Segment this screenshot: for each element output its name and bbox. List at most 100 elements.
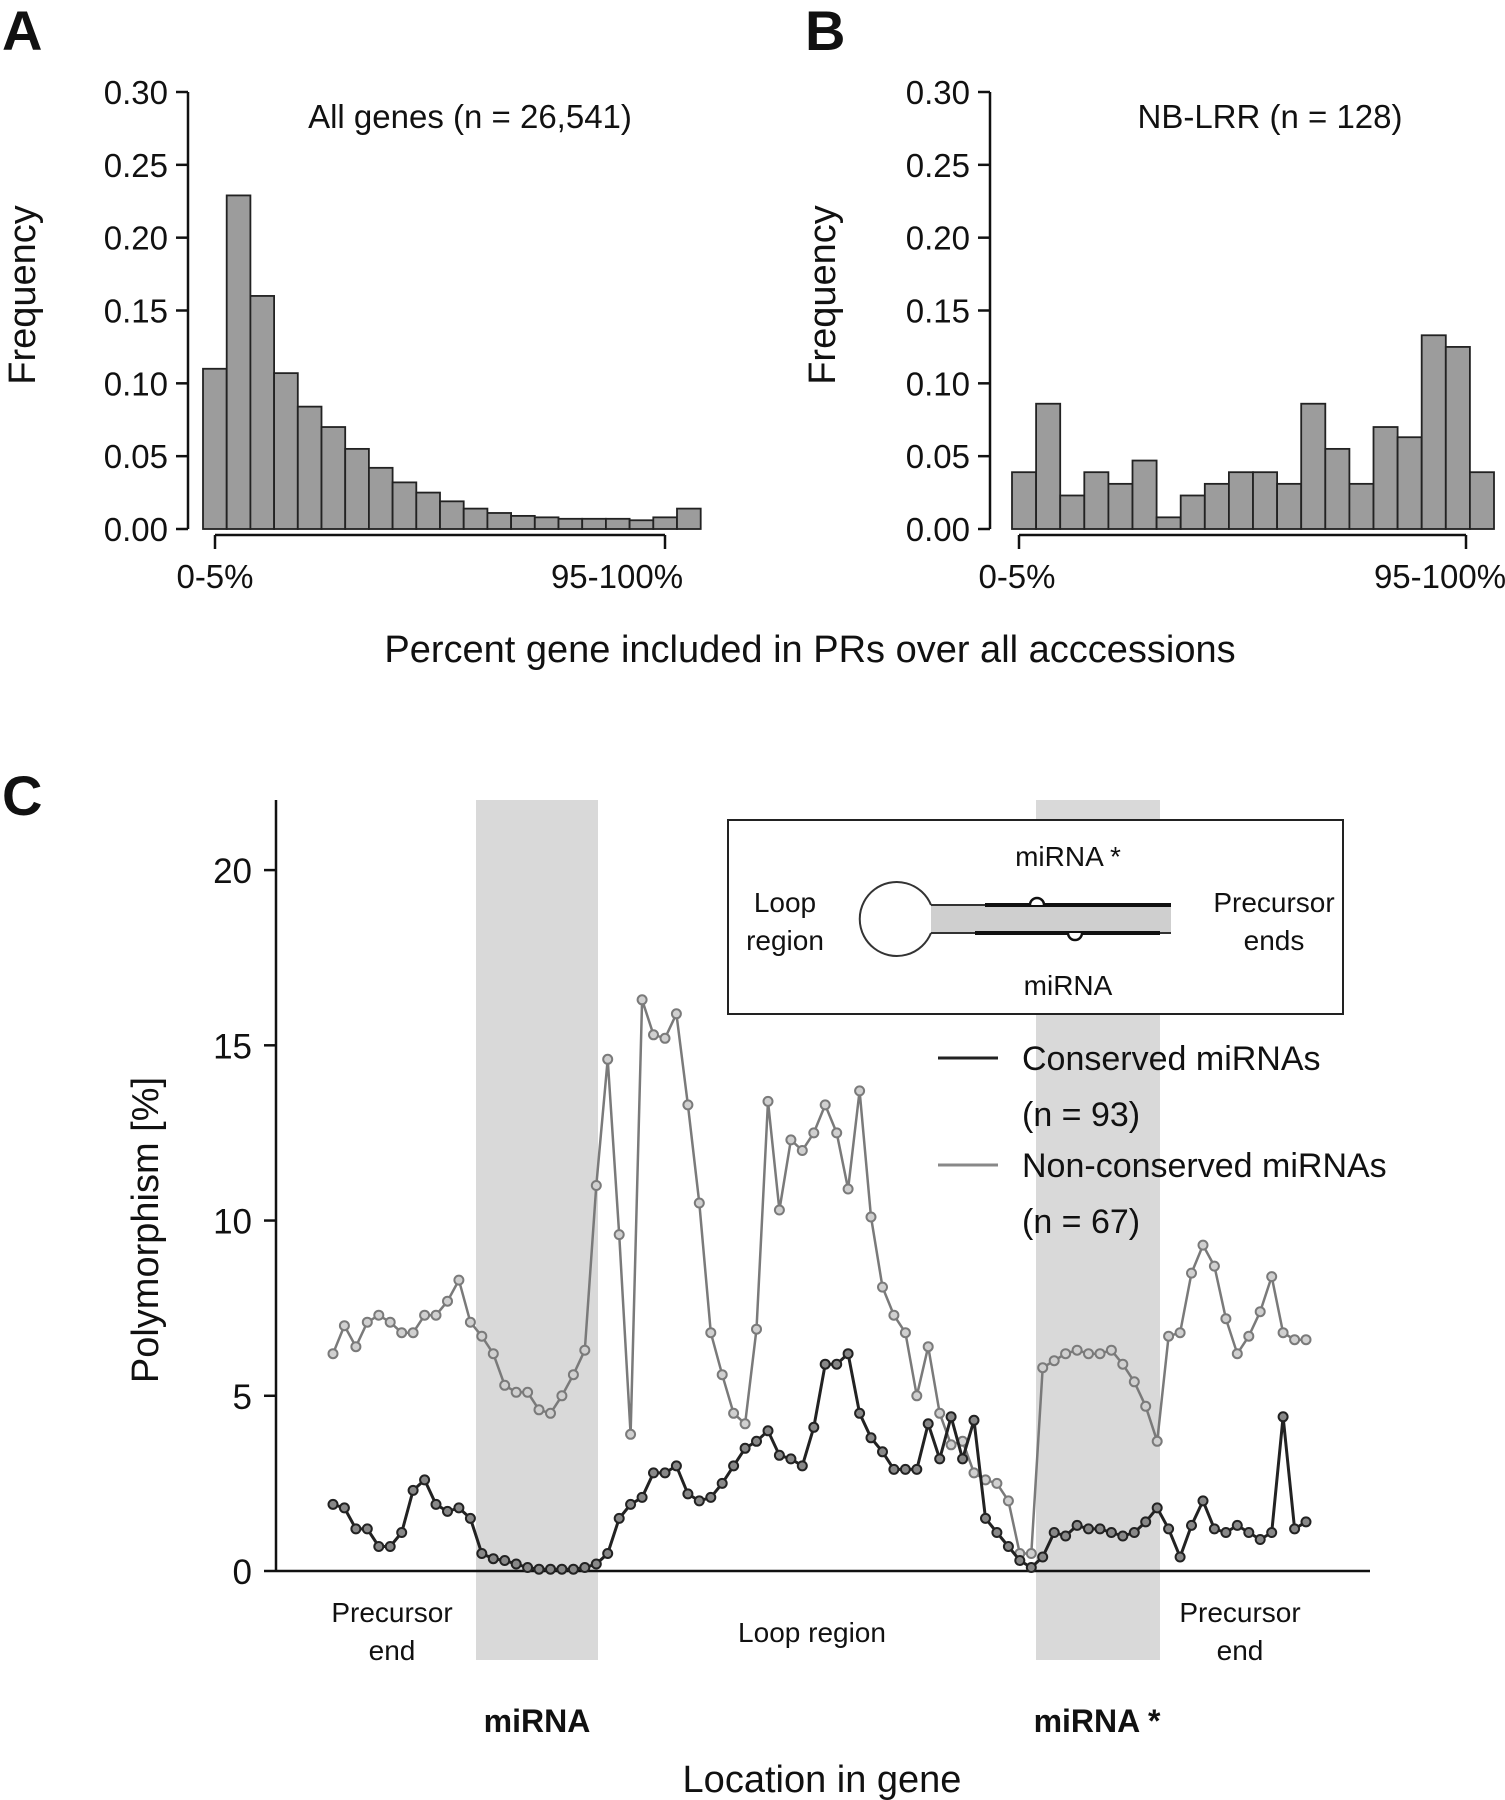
conserved-point	[957, 1453, 969, 1465]
panel-letter-c: C	[2, 764, 42, 827]
nonconserved-point	[453, 1274, 465, 1286]
chart-b-bar	[1276, 482, 1303, 530]
nonconserved-point	[1151, 1435, 1163, 1447]
mirna-region-band	[476, 800, 598, 1660]
conserved-point	[888, 1463, 900, 1475]
inset-loop-label-2: region	[746, 925, 824, 956]
chart-b-y-tick-label: 0.25	[906, 147, 970, 184]
conserved-point	[980, 1512, 991, 1524]
chart-a-y-tick-label: 0.10	[104, 365, 168, 402]
chart-a-bar	[652, 516, 678, 530]
chart-b-y-tick-label: 0.15	[906, 293, 970, 330]
chart-a-bar	[249, 295, 275, 530]
chart-b-bar	[1179, 494, 1206, 530]
conserved-point	[579, 1562, 591, 1573]
chart-b-bar	[1396, 436, 1423, 530]
conserved-point	[1197, 1495, 1209, 1507]
chart-b-y-tick-label: 0.05	[906, 438, 970, 475]
nonconserved-point	[877, 1281, 888, 1293]
chart-a-bar	[510, 514, 536, 530]
conserved-point	[1254, 1534, 1266, 1545]
conserved-point	[625, 1498, 637, 1510]
nonconserved-point	[350, 1341, 362, 1353]
nonconserved-point	[338, 1320, 350, 1332]
conserved-point	[773, 1449, 785, 1461]
nonconserved-point	[968, 1467, 980, 1479]
conserved-point	[1105, 1527, 1117, 1538]
nonconserved-point	[602, 1053, 614, 1065]
chart-b-bar	[1469, 471, 1495, 530]
conserved-point	[934, 1453, 946, 1465]
chart-b-bar	[1324, 447, 1351, 530]
chart-a-xtick-first: 0-5%	[176, 558, 253, 595]
conserved-point	[796, 1460, 808, 1472]
nonconserved-point	[499, 1379, 511, 1391]
nonconserved-point	[1231, 1348, 1243, 1360]
conserved-point	[670, 1460, 682, 1472]
conserved-point	[556, 1563, 568, 1575]
conserved-point	[751, 1435, 762, 1447]
nonconserved-point	[831, 1127, 843, 1139]
conserved-point	[464, 1512, 476, 1524]
conserved-point	[1220, 1527, 1232, 1538]
nonconserved-point	[945, 1439, 957, 1451]
conserved-point	[1094, 1523, 1106, 1535]
conserved-point	[877, 1446, 888, 1458]
chart-a-y-tick-label: 0.30	[104, 74, 168, 111]
conserved-point	[1277, 1411, 1289, 1423]
chart-b-xtick-first: 0-5%	[978, 558, 1055, 595]
nonconserved-point	[1266, 1271, 1278, 1283]
chart-a-bar	[296, 405, 323, 530]
chart-c-legend: Conserved miRNAs (n = 93) Non-conserved …	[938, 1040, 1387, 1241]
chart-a-bar	[225, 194, 252, 530]
nonconserved-point	[705, 1327, 717, 1339]
conserved-point	[499, 1555, 511, 1566]
nonconserved-point	[751, 1323, 762, 1335]
chart-a-y-axis-label: Frequency	[2, 205, 44, 385]
nonconserved-point	[911, 1390, 923, 1402]
nonconserved-point	[865, 1211, 877, 1223]
nonconserved-point	[739, 1418, 751, 1430]
conserved-point	[567, 1563, 579, 1575]
chart-a-title: All genes (n = 26,541)	[308, 98, 632, 135]
nonconserved-point	[636, 994, 648, 1006]
chart-b-y-tick-label: 0.20	[906, 220, 970, 257]
nonconserved-point	[728, 1407, 740, 1419]
chart-a-y-tick-label: 0.15	[104, 293, 168, 330]
nonconserved-point	[762, 1095, 774, 1107]
conserved-point	[831, 1358, 843, 1370]
conserved-point	[487, 1553, 499, 1565]
chart-b-y-axis-label: Frequency	[802, 205, 844, 385]
nonconserved-point	[361, 1316, 373, 1328]
nonconserved-point	[545, 1407, 556, 1419]
conserved-point	[1243, 1527, 1255, 1538]
chart-a-bar	[628, 519, 655, 530]
conserved-point	[1128, 1527, 1140, 1538]
chart-b-bar	[1252, 471, 1279, 530]
conserved-point	[613, 1512, 625, 1524]
conserved-point	[1186, 1519, 1197, 1531]
inset-ends-label-2: ends	[1244, 925, 1305, 956]
precursor-inset: miRNA * miRNA Loop region Precursor ends	[727, 819, 1344, 1015]
left-precursor-end-label-1: Precursor	[331, 1597, 452, 1628]
hairpin-shape	[858, 881, 1171, 957]
chart-a-bar	[391, 481, 418, 530]
nonconserved-point	[1048, 1355, 1060, 1367]
conserved-point	[922, 1418, 934, 1430]
nonconserved-point	[442, 1295, 453, 1307]
conserved-point	[1208, 1523, 1220, 1535]
nonconserved-point	[419, 1309, 431, 1321]
conserved-point	[1014, 1555, 1026, 1566]
chart-b-title: NB-LRR (n = 128)	[1137, 98, 1402, 135]
conserved-point	[728, 1460, 740, 1472]
chart-a-bar	[486, 512, 512, 530]
nonconserved-point	[1094, 1348, 1106, 1360]
conserved-point	[407, 1484, 419, 1496]
chart-a-y-tick-label: 0.25	[104, 147, 168, 184]
chart-a-bar	[320, 426, 347, 530]
nonconserved-point	[1060, 1348, 1072, 1360]
chart-c-y-tick-label: 5	[233, 1378, 252, 1417]
nonconserved-point	[613, 1229, 625, 1241]
conserved-point	[361, 1523, 373, 1535]
nonconserved-point	[1289, 1334, 1301, 1346]
